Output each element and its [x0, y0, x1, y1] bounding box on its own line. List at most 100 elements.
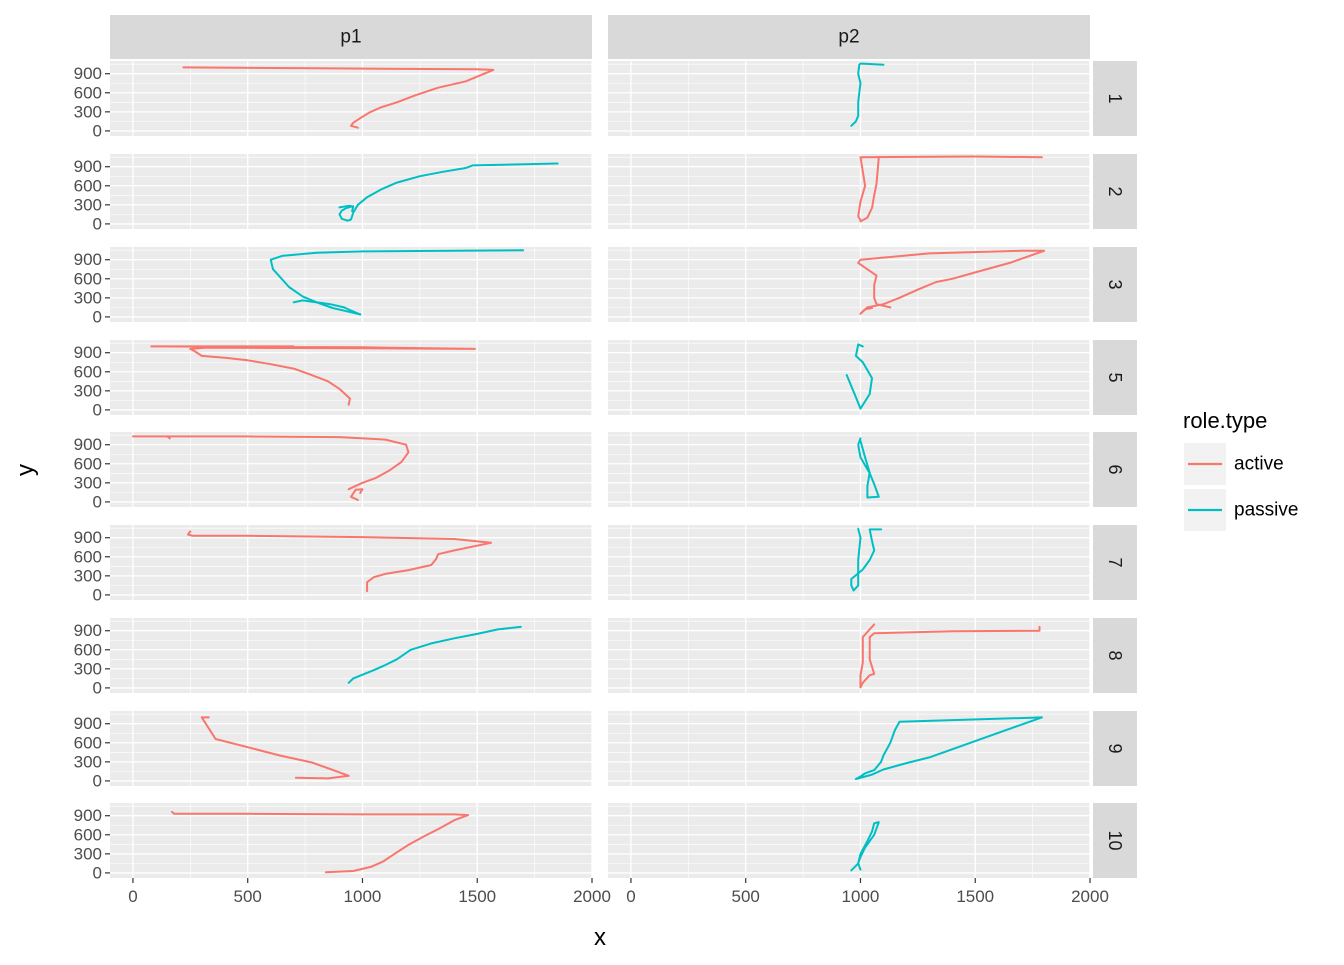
y-tick-label: 900	[74, 250, 102, 269]
panel-background	[608, 432, 1090, 507]
legend-item-active: active	[1184, 443, 1284, 485]
legend-title: role.type	[1183, 408, 1267, 433]
row-strip-5: 5	[1093, 340, 1137, 415]
row-strip-label: 10	[1105, 830, 1125, 850]
row-strip-9: 9	[1093, 711, 1137, 786]
y-tick-label: 300	[74, 288, 102, 307]
y-tick-label: 300	[74, 752, 102, 771]
series-line-active	[859, 156, 880, 223]
panel-p2-8	[608, 618, 1091, 693]
panel-background	[608, 803, 1090, 878]
panel-p1-6	[110, 432, 593, 507]
series-line-active	[857, 155, 1043, 222]
row-strip-label: 5	[1105, 372, 1125, 382]
x-tick-label: 1500	[956, 887, 994, 906]
y-tick-label: 0	[93, 307, 102, 326]
legend-item-passive: passive	[1184, 489, 1298, 531]
row-strip-background	[1093, 803, 1137, 878]
y-tick-label: 0	[93, 492, 102, 511]
y-tick-label: 600	[74, 83, 102, 102]
series-line-passive	[850, 821, 880, 872]
series-line-passive	[857, 437, 880, 499]
row-strip-label: 9	[1105, 743, 1125, 753]
series-line-passive	[850, 62, 885, 127]
panel-background	[608, 525, 1090, 600]
panel-p1-3	[110, 247, 593, 322]
y-tick-label: 900	[74, 806, 102, 825]
row-strip-10: 10	[1093, 803, 1137, 878]
y-tick-label: 300	[74, 102, 102, 121]
row-strip-6: 6	[1093, 432, 1137, 507]
column-strip-background	[110, 15, 592, 59]
y-tick-label: 300	[74, 195, 102, 214]
x-tick-label: 500	[234, 887, 262, 906]
panel-p1-9	[110, 711, 593, 786]
series-line-passive	[850, 528, 883, 592]
series-line-active	[166, 435, 410, 491]
x-tick-label: 1000	[344, 887, 382, 906]
row-strip-label: 6	[1105, 464, 1125, 474]
row-strip-label: 8	[1105, 650, 1125, 660]
row-strip-background	[1093, 340, 1137, 415]
y-tick-label: 900	[74, 714, 102, 733]
row-strip-background	[1093, 432, 1137, 507]
panel-p1-8	[110, 618, 593, 693]
panel-p2-7	[608, 525, 1091, 600]
series-line-passive	[852, 527, 862, 592]
y-tick-label: 900	[74, 157, 102, 176]
panel-p1-7	[110, 525, 593, 600]
series-line-active	[187, 530, 492, 593]
y-tick-label: 600	[74, 269, 102, 288]
y-tick-label: 300	[74, 566, 102, 585]
series-line-passive	[292, 299, 362, 316]
legend-label: active	[1234, 454, 1284, 475]
column-strip-p1: p1	[110, 15, 592, 59]
y-tick-label: 0	[93, 863, 102, 882]
panel-p2-1	[608, 61, 1091, 136]
row-strip-background	[1093, 154, 1137, 229]
y-tick-label: 900	[74, 64, 102, 83]
series-line-active	[859, 625, 1041, 689]
y-tick-label: 600	[74, 825, 102, 844]
y-tick-label: 0	[93, 121, 102, 140]
series-line-active	[171, 810, 470, 874]
row-strip-background	[1093, 61, 1137, 136]
column-strip-label: p1	[340, 27, 361, 48]
y-tick-label: 300	[74, 473, 102, 492]
panel-p2-3	[608, 247, 1091, 322]
y-tick-label: 600	[74, 547, 102, 566]
y-tick-label: 900	[74, 343, 102, 362]
row-strip-label: 2	[1105, 186, 1125, 196]
panel-p2-2	[608, 154, 1091, 229]
x-tick-label: 500	[732, 887, 760, 906]
y-tick-label: 600	[74, 733, 102, 752]
y-tick-label: 0	[93, 771, 102, 790]
x-tick-label: 2000	[1071, 887, 1109, 906]
panel-p1-1	[110, 61, 593, 136]
row-strip-label: 7	[1105, 557, 1125, 567]
y-tick-label: 900	[74, 435, 102, 454]
x-tick-label: 2000	[573, 887, 611, 906]
panel-background	[608, 340, 1090, 415]
panel-p1-5	[110, 340, 593, 415]
panel-background	[608, 618, 1090, 693]
row-strip-background	[1093, 247, 1137, 322]
x-tick-label: 0	[128, 887, 137, 906]
y-tick-label: 300	[74, 659, 102, 678]
series-line-passive	[854, 716, 1043, 780]
row-strip-background	[1093, 525, 1137, 600]
panel-p2-10	[608, 803, 1091, 878]
x-tick-label: 1500	[458, 887, 496, 906]
y-tick-label: 0	[93, 214, 102, 233]
series-line-passive	[338, 162, 559, 222]
row-strip-label: 1	[1105, 93, 1125, 103]
x-tick-label: 0	[626, 887, 635, 906]
panel-p2-6	[608, 432, 1091, 507]
panel-background	[110, 340, 592, 415]
panel-p2-9	[608, 711, 1091, 786]
y-tick-label: 900	[74, 528, 102, 547]
column-strip-label: p2	[838, 27, 859, 48]
series-line-active	[857, 249, 1046, 315]
